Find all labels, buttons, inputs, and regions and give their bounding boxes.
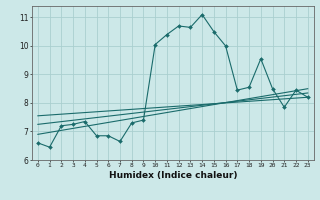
X-axis label: Humidex (Indice chaleur): Humidex (Indice chaleur) <box>108 171 237 180</box>
